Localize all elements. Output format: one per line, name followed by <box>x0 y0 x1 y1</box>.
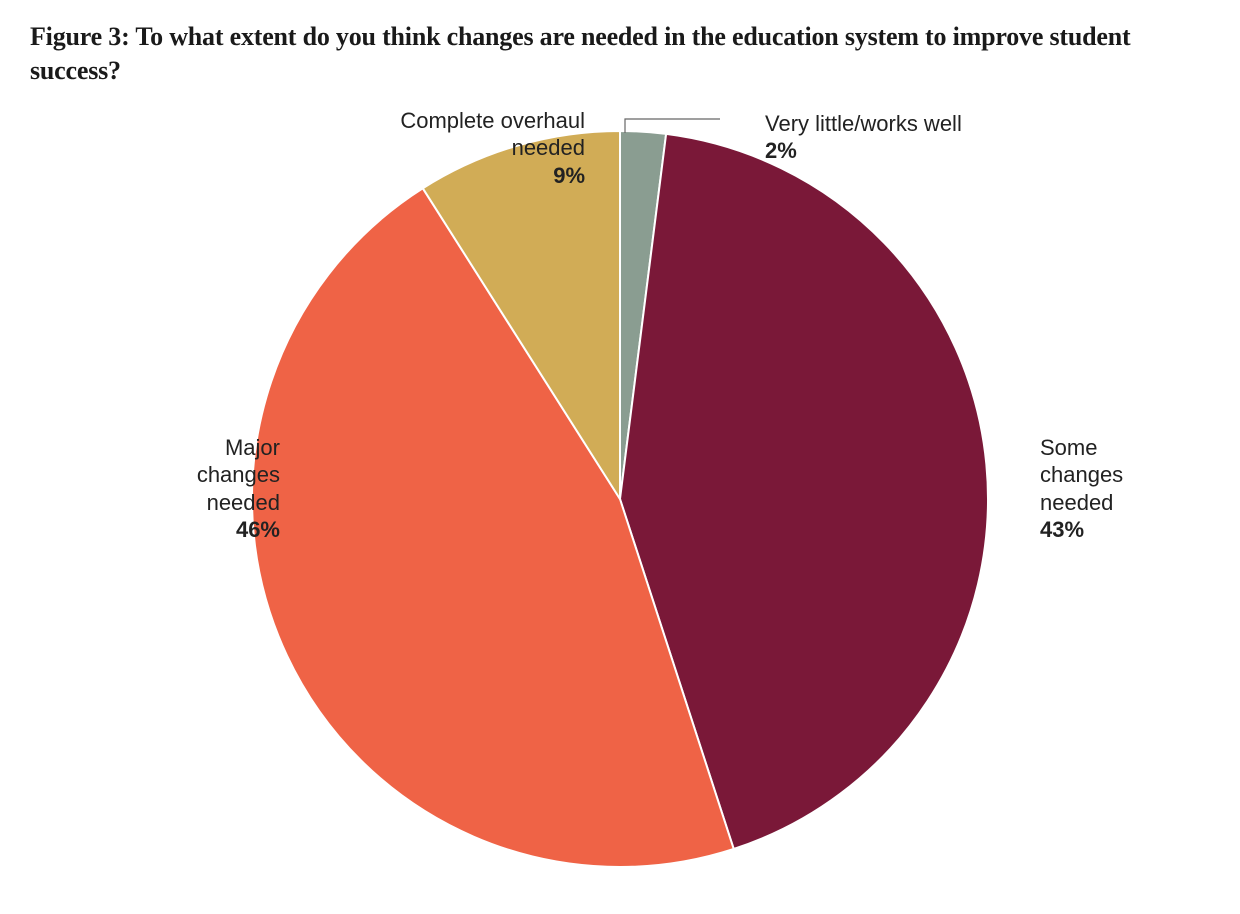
slice-label-major-changes: Major changes needed 46% <box>170 434 280 544</box>
slice-label-text: Some changes needed <box>1040 435 1123 515</box>
slice-label-pct: 2% <box>765 137 1025 165</box>
slice-label-text: Very little/works well <box>765 110 1025 138</box>
figure-container: Figure 3: To what extent do you think ch… <box>0 0 1240 914</box>
slice-label-text-line1: Some changes needed <box>1040 434 1160 517</box>
figure-title: Figure 3: To what extent do you think ch… <box>30 20 1210 88</box>
slice-label-some-changes: Some changes needed 43% <box>1040 434 1160 544</box>
slice-label-pct: 46% <box>170 516 280 544</box>
pie-chart: Very little/works well 2% Some changes n… <box>30 88 1210 888</box>
slice-label-text: Major changes needed <box>170 434 280 517</box>
slice-label-text: Complete overhaul needed <box>325 107 585 162</box>
pie-slices-group <box>252 131 988 867</box>
slice-label-pct: 9% <box>325 162 585 190</box>
slice-label-pct: 43% <box>1040 516 1160 544</box>
slice-label-complete-overhaul: Complete overhaul needed 9% <box>325 107 585 190</box>
slice-label-very-little: Very little/works well 2% <box>765 110 1025 165</box>
